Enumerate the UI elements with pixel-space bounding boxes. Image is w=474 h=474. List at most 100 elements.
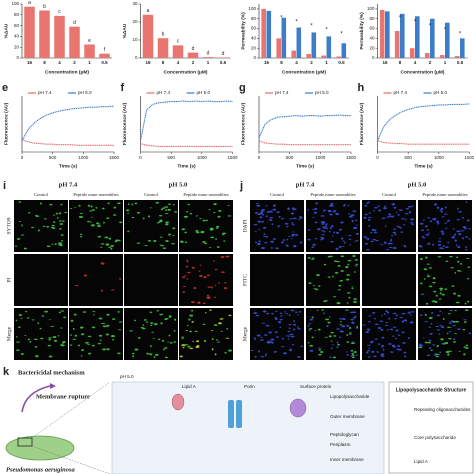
cell: [264, 241, 268, 244]
cell: [281, 218, 285, 220]
cell: [380, 353, 385, 356]
cell: [354, 265, 358, 267]
cell: [298, 218, 300, 221]
cell: [81, 349, 84, 352]
cell: [300, 241, 303, 244]
cell: [102, 348, 107, 351]
legend-label: pH 7.4: [394, 90, 408, 95]
cell: [442, 245, 446, 247]
cell: [214, 284, 217, 287]
cell: [396, 225, 400, 228]
cell: [350, 355, 354, 357]
cell: [381, 344, 385, 347]
cell: [323, 263, 327, 266]
cell: [220, 256, 225, 258]
cell: [464, 321, 467, 324]
x-axis-label: Concentration (μM): [282, 69, 326, 75]
cell: [331, 225, 334, 228]
decoration: [14, 200, 472, 471]
cell: [340, 237, 344, 240]
cell: [257, 220, 261, 223]
cell: [41, 315, 45, 317]
cell: [55, 212, 59, 215]
cell: [117, 352, 121, 355]
annotation: *: [444, 28, 447, 34]
cell: [151, 331, 155, 333]
cell: [70, 334, 72, 336]
cell: [184, 343, 188, 346]
cell: [373, 210, 376, 212]
cell: [466, 300, 470, 303]
cell: [44, 218, 47, 220]
cell: [336, 328, 340, 330]
cell: [329, 227, 333, 230]
cell: [409, 314, 413, 316]
x-tick-label: 500: [49, 155, 57, 160]
cell: [307, 209, 310, 211]
cell: [393, 345, 396, 348]
cell: [31, 319, 35, 321]
cell: [397, 334, 401, 336]
cell: [57, 335, 60, 337]
cell: [347, 234, 352, 236]
cell: [338, 228, 343, 231]
cell: [391, 203, 396, 206]
cell: [268, 219, 273, 222]
bar: [296, 27, 302, 58]
cell: [375, 239, 379, 242]
cell: [320, 239, 323, 241]
cell: [222, 232, 227, 235]
cell: [202, 302, 206, 305]
cell: [149, 207, 152, 209]
cell: [78, 204, 81, 207]
cell: [145, 321, 149, 323]
cell: [353, 298, 357, 300]
y-tick-label: 0: [16, 55, 19, 60]
cell: [52, 335, 57, 339]
cell: [462, 329, 466, 331]
cell: [312, 285, 315, 287]
cell: [368, 347, 371, 349]
cell: [292, 208, 297, 211]
zoom-box: [17, 437, 33, 447]
cell: [370, 231, 373, 234]
cell: [269, 216, 273, 219]
cell: [340, 321, 342, 323]
annotation: d: [73, 20, 76, 26]
annotation: c: [58, 9, 61, 15]
cell: [346, 302, 349, 304]
cell: [381, 346, 384, 348]
cell: [119, 221, 123, 224]
cell: [463, 353, 466, 356]
cell: [368, 315, 372, 317]
x-tick-label: 8: [399, 60, 402, 65]
y-tick-label: 40: [369, 36, 375, 41]
cell: [439, 351, 442, 354]
cell: [441, 293, 445, 296]
cell: [368, 218, 371, 221]
bar: [321, 55, 326, 58]
cell: [463, 226, 466, 228]
cell: [327, 321, 331, 324]
y-tick-label: 0: [372, 55, 375, 60]
cell: [289, 333, 294, 336]
cell: [324, 336, 328, 338]
cell: [356, 239, 359, 242]
cell: [309, 349, 314, 352]
cell: [51, 224, 55, 227]
cell: [403, 223, 406, 226]
cell: [74, 334, 78, 337]
annotation: *: [414, 20, 417, 26]
panel-label: j: [239, 180, 243, 192]
cell: [404, 213, 409, 215]
cell: [291, 224, 296, 226]
annotation: *: [459, 32, 462, 38]
cell: [432, 281, 436, 284]
cell: [256, 334, 261, 337]
cell: [307, 238, 311, 241]
cell: [419, 258, 423, 260]
bar: [445, 22, 450, 58]
cell: [388, 246, 393, 248]
y-tick-label: 60: [14, 23, 20, 28]
column-header: Peptide nano-assemblies: [183, 192, 229, 197]
